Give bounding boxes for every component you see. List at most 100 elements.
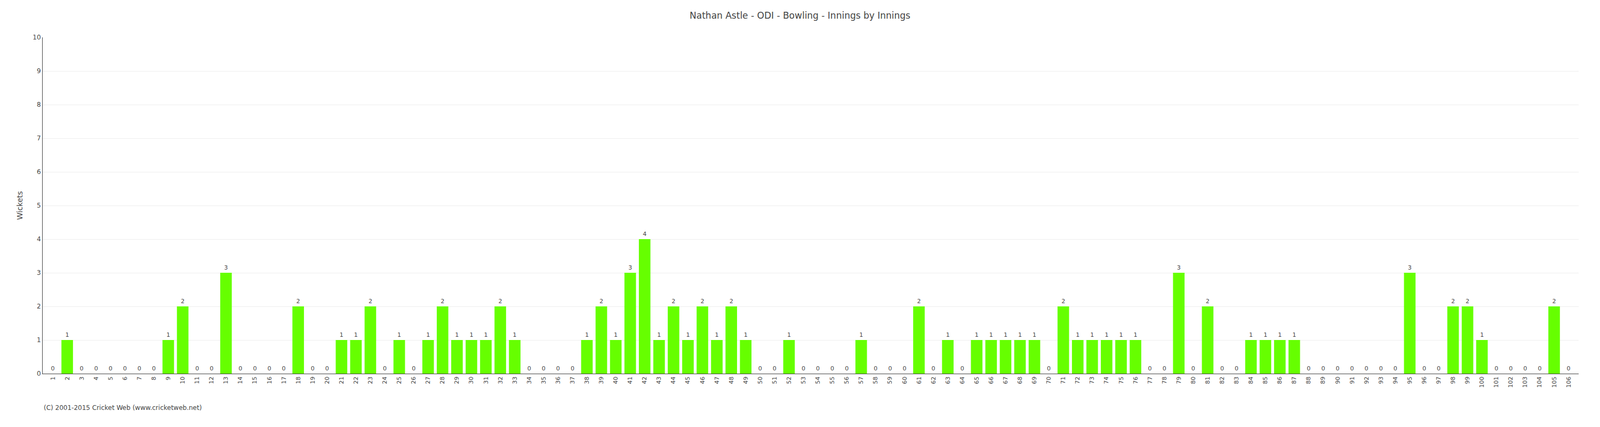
svg-text:18: 18: [294, 376, 302, 384]
svg-text:79: 79: [1175, 376, 1183, 384]
svg-text:0: 0: [556, 364, 560, 372]
svg-text:105: 105: [1550, 376, 1558, 388]
svg-text:73: 73: [1088, 376, 1096, 384]
svg-text:1: 1: [513, 331, 517, 339]
svg-text:1: 1: [49, 376, 57, 380]
svg-text:0: 0: [1191, 364, 1196, 372]
svg-text:68: 68: [1016, 376, 1024, 384]
svg-text:0: 0: [873, 364, 878, 372]
svg-text:100: 100: [1478, 376, 1486, 388]
svg-text:45: 45: [684, 376, 692, 384]
svg-text:2: 2: [498, 297, 503, 305]
svg-text:2: 2: [599, 297, 604, 305]
svg-text:0: 0: [252, 364, 257, 372]
svg-text:22: 22: [352, 376, 360, 384]
svg-text:35: 35: [540, 376, 548, 384]
svg-text:23: 23: [366, 376, 374, 384]
svg-text:1: 1: [469, 331, 474, 339]
svg-text:17: 17: [280, 376, 288, 384]
svg-text:74: 74: [1102, 376, 1110, 384]
svg-text:4: 4: [642, 230, 647, 238]
svg-text:37: 37: [569, 376, 576, 384]
svg-text:1: 1: [744, 331, 748, 339]
svg-text:0: 0: [1494, 364, 1499, 372]
svg-text:64: 64: [958, 376, 966, 384]
svg-text:75: 75: [1117, 376, 1125, 384]
svg-text:16: 16: [266, 376, 274, 384]
svg-text:1: 1: [354, 331, 358, 339]
svg-text:102: 102: [1507, 376, 1515, 388]
svg-text:103: 103: [1521, 376, 1529, 388]
svg-text:86: 86: [1276, 376, 1284, 384]
svg-text:0: 0: [844, 364, 849, 372]
svg-text:72: 72: [1074, 376, 1082, 384]
svg-text:0: 0: [816, 364, 820, 372]
svg-text:1: 1: [483, 331, 488, 339]
svg-text:12: 12: [208, 376, 215, 384]
svg-text:0: 0: [1364, 364, 1369, 372]
svg-text:10: 10: [179, 376, 187, 384]
svg-text:2: 2: [729, 297, 734, 305]
svg-text:0: 0: [1148, 364, 1152, 372]
svg-text:87: 87: [1290, 376, 1298, 384]
svg-text:3: 3: [36, 268, 42, 277]
svg-text:0: 0: [36, 369, 42, 378]
svg-text:0: 0: [830, 364, 835, 372]
svg-text:41: 41: [626, 376, 634, 384]
svg-text:97: 97: [1435, 376, 1443, 384]
svg-text:99: 99: [1464, 376, 1471, 384]
svg-text:44: 44: [669, 376, 677, 384]
svg-text:1: 1: [36, 336, 42, 344]
svg-text:0: 0: [931, 364, 936, 372]
svg-text:0: 0: [888, 364, 892, 372]
svg-text:0: 0: [94, 364, 99, 372]
svg-text:47: 47: [713, 376, 721, 384]
svg-text:60: 60: [901, 376, 909, 384]
svg-text:91: 91: [1348, 376, 1356, 384]
svg-text:10: 10: [32, 33, 41, 42]
svg-text:0: 0: [411, 364, 416, 372]
svg-text:46: 46: [699, 376, 707, 384]
svg-text:1: 1: [1277, 331, 1282, 339]
svg-text:67: 67: [1002, 376, 1010, 384]
svg-text:0: 0: [1379, 364, 1383, 372]
svg-text:0: 0: [1436, 364, 1441, 372]
svg-text:76: 76: [1132, 376, 1140, 384]
svg-text:5: 5: [36, 201, 42, 210]
svg-text:29: 29: [453, 376, 461, 384]
svg-text:4: 4: [36, 235, 42, 243]
svg-text:0: 0: [209, 364, 214, 372]
svg-text:Nathan Astle - ODI - Bowling -: Nathan Astle - ODI - Bowling - Innings b…: [689, 10, 911, 21]
svg-text:55: 55: [828, 376, 836, 384]
svg-text:9: 9: [164, 376, 172, 380]
svg-text:88: 88: [1305, 376, 1312, 384]
svg-text:5: 5: [107, 376, 115, 380]
svg-text:0: 0: [1350, 364, 1355, 372]
svg-text:24: 24: [381, 376, 389, 384]
svg-text:42: 42: [641, 376, 648, 384]
svg-text:0: 0: [123, 364, 127, 372]
svg-text:0: 0: [1306, 364, 1311, 372]
svg-text:2: 2: [1061, 297, 1066, 305]
svg-text:52: 52: [785, 376, 793, 384]
svg-text:1: 1: [787, 331, 791, 339]
svg-text:0: 0: [1422, 364, 1427, 372]
svg-text:0: 0: [1321, 364, 1325, 372]
svg-text:49: 49: [742, 376, 750, 384]
svg-text:1: 1: [1118, 331, 1123, 339]
svg-text:3: 3: [1177, 264, 1181, 271]
svg-text:40: 40: [612, 376, 620, 384]
svg-text:61: 61: [915, 376, 923, 384]
svg-text:0: 0: [137, 364, 142, 372]
svg-text:0: 0: [267, 364, 271, 372]
svg-text:2: 2: [917, 297, 922, 305]
svg-text:1: 1: [989, 331, 994, 339]
svg-text:27: 27: [424, 376, 432, 384]
svg-text:1: 1: [1018, 331, 1022, 339]
svg-text:48: 48: [728, 376, 735, 384]
svg-text:1: 1: [1292, 331, 1296, 339]
svg-text:3: 3: [628, 264, 632, 271]
svg-text:83: 83: [1233, 376, 1240, 384]
svg-text:1: 1: [166, 331, 171, 339]
svg-text:0: 0: [1046, 364, 1051, 372]
